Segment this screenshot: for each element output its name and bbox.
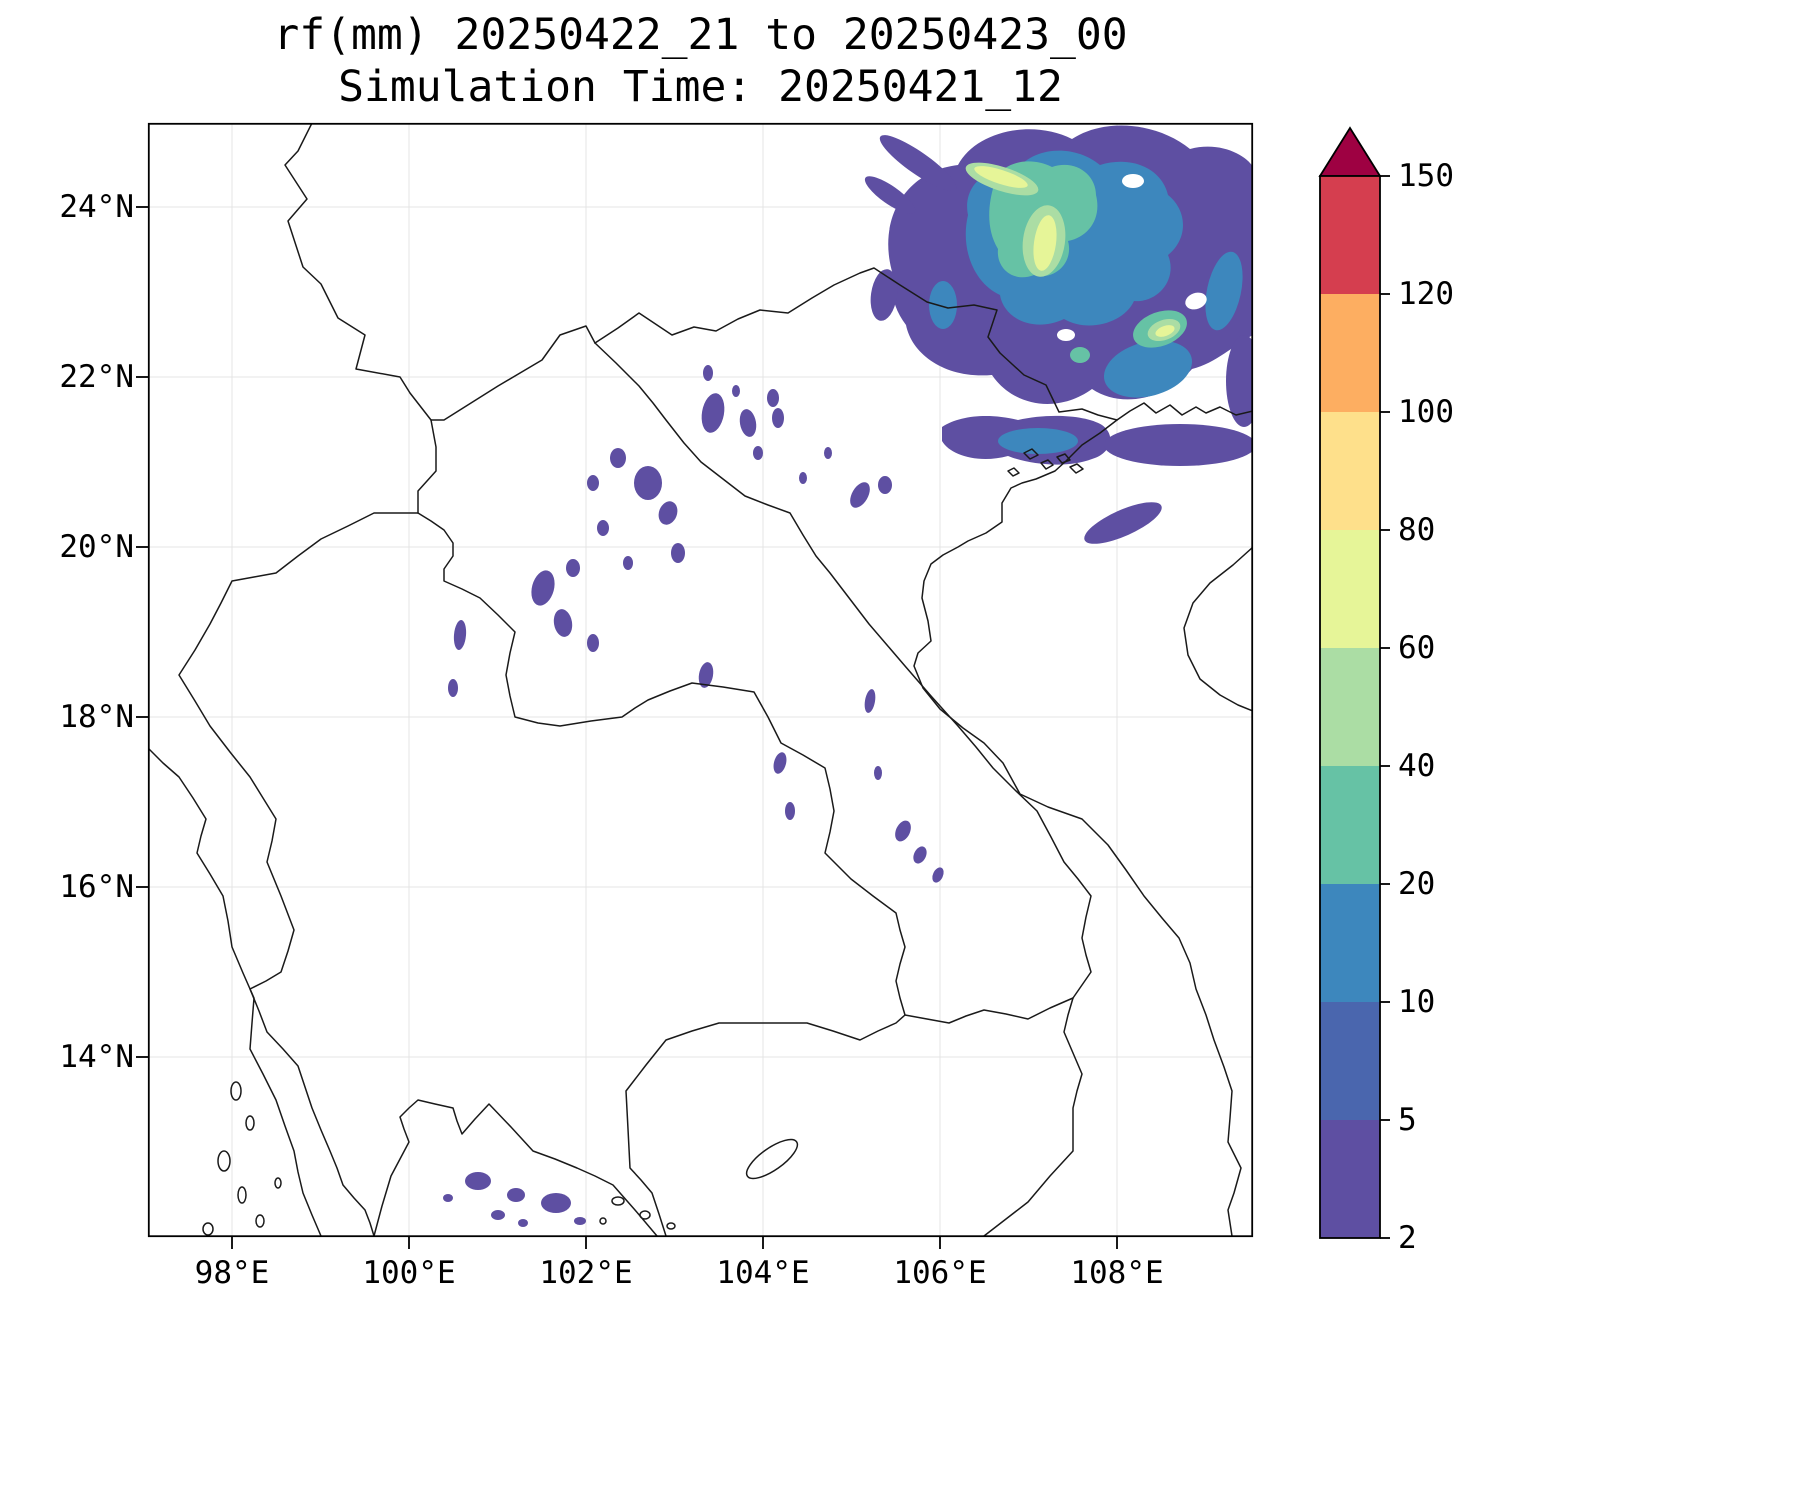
islands — [202, 448, 1084, 1236]
y-tick-label: 16°N — [59, 869, 134, 905]
colorbar-outline — [1319, 175, 1381, 1239]
colorbar-segment — [1320, 1002, 1380, 1120]
rainfall-contours — [443, 125, 1253, 1227]
y-tick-label: 18°N — [59, 699, 134, 735]
colorbar-tick-label: 80 — [1398, 512, 1436, 548]
x-tick-label: 102°E — [539, 1255, 633, 1291]
colorbar-tick-label: 120 — [1398, 276, 1454, 312]
plot-title: rf(mm) 20250422_21 to 20250423_00 — [273, 10, 1128, 60]
colorbar-extend-triangle — [1318, 126, 1382, 177]
axis-tick-marks — [136, 206, 1118, 1249]
map-plot — [136, 122, 1254, 1249]
y-tick-label: 22°N — [59, 359, 134, 395]
colorbar-segment — [1320, 412, 1380, 530]
colorbar-tick-label: 10 — [1398, 984, 1436, 1020]
colorbar-segment — [1320, 176, 1380, 294]
y-tick-label: 20°N — [59, 529, 134, 565]
colorbar-segment — [1320, 884, 1380, 1002]
colorbar — [1318, 126, 1390, 1239]
tonle-sap-lake — [745, 1138, 799, 1180]
colorbar-segment — [1320, 1120, 1380, 1238]
colorbar-tick-label: 60 — [1398, 630, 1436, 666]
plot-subtitle: Simulation Time: 20250421_12 — [338, 62, 1063, 112]
colorbar-tick-label: 2 — [1398, 1220, 1417, 1256]
colorbar-segment — [1320, 648, 1380, 766]
country-borders — [148, 123, 1253, 1237]
colorbar-tick-marks — [1380, 175, 1390, 1239]
colorbar-tick-label: 40 — [1398, 748, 1436, 784]
colorbar-segment — [1320, 294, 1380, 412]
y-tick-label: 14°N — [59, 1039, 134, 1075]
x-tick-label: 106°E — [893, 1255, 987, 1291]
x-tick-label: 100°E — [362, 1255, 456, 1291]
colorbar-tick-label: 20 — [1398, 866, 1436, 902]
colorbar-tick-label: 100 — [1398, 394, 1454, 430]
colorbar-segment — [1320, 530, 1380, 648]
x-tick-label: 108°E — [1070, 1255, 1164, 1291]
x-tick-label: 98°E — [194, 1255, 270, 1291]
y-tick-label: 24°N — [59, 189, 134, 225]
map-frame — [147, 122, 1254, 1238]
colorbar-tick-label: 150 — [1398, 158, 1454, 194]
colorbar-segment — [1320, 766, 1380, 884]
x-tick-label: 104°E — [716, 1255, 810, 1291]
colorbar-tick-label: 5 — [1398, 1102, 1417, 1138]
